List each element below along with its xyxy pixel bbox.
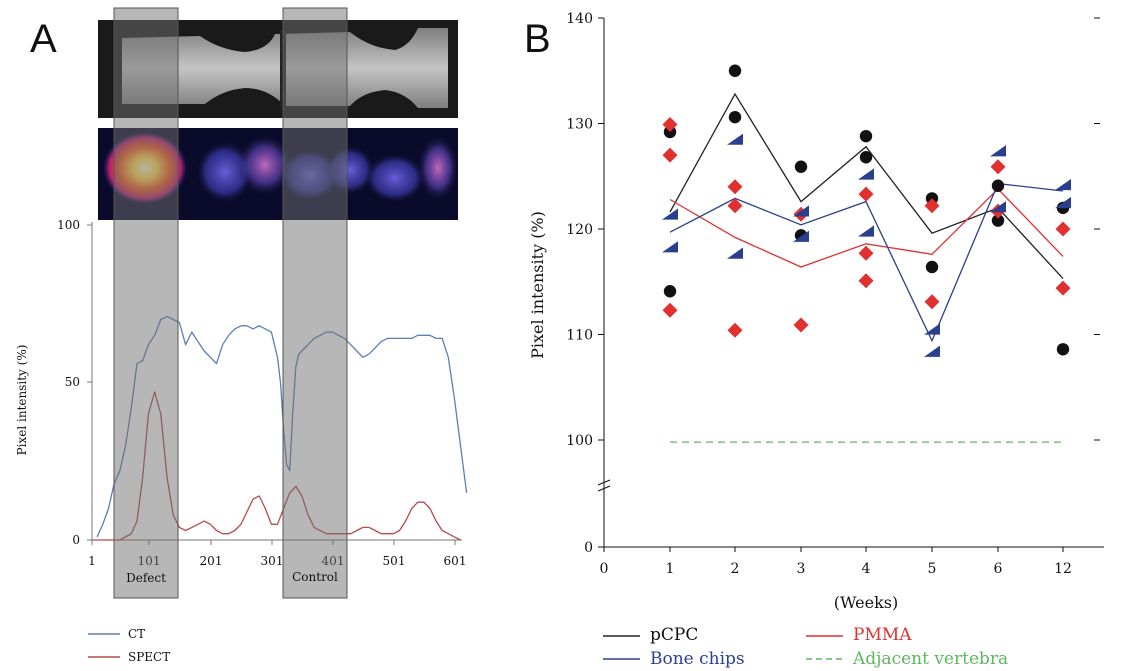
point-bone-chips bbox=[990, 201, 1006, 213]
control-region bbox=[282, 7, 348, 599]
b-xtick-label: 6 bbox=[994, 561, 1003, 577]
point-pmma bbox=[990, 159, 1006, 175]
a-xtick-label: 1 bbox=[88, 554, 96, 568]
shaded-regions bbox=[113, 7, 348, 599]
point-pcpc bbox=[663, 285, 677, 298]
point-pmma bbox=[727, 179, 743, 195]
point-pmma bbox=[858, 273, 874, 289]
panel-a-legend: CT SPECT bbox=[88, 627, 170, 664]
point-pcpc bbox=[925, 260, 939, 274]
b-xtick-label: 0 bbox=[600, 561, 609, 577]
b-xtick-label: 4 bbox=[862, 561, 871, 577]
point-pcpc bbox=[1056, 343, 1070, 356]
point-pmma bbox=[662, 302, 678, 318]
b-ytick-label: 100 bbox=[566, 433, 593, 449]
point-pmma bbox=[727, 322, 743, 338]
point-pmma bbox=[727, 198, 743, 214]
point-pcpc bbox=[859, 129, 873, 143]
point-bone-chips bbox=[727, 133, 743, 145]
legend-adjacent-label: Adjacent vertebra bbox=[852, 649, 1008, 669]
point-pcpc bbox=[794, 160, 808, 173]
control-label: Control bbox=[292, 570, 338, 584]
defect-label: Defect bbox=[126, 571, 166, 585]
point-bone-chips bbox=[793, 230, 809, 242]
point-pcpc bbox=[991, 214, 1005, 227]
defect-region bbox=[113, 7, 179, 599]
point-pmma bbox=[793, 317, 809, 333]
panel-b-yticks: 0 100 110 120 130 140 bbox=[566, 11, 1100, 556]
point-bone-chips bbox=[924, 345, 940, 357]
point-pcpc bbox=[728, 64, 742, 77]
point-pmma bbox=[1055, 280, 1071, 296]
b-xtick-label: 1 bbox=[666, 561, 675, 577]
panel-b-xticks: 0 1 2 3 4 5 6 12 bbox=[600, 547, 1072, 577]
point-pmma bbox=[924, 294, 940, 310]
a-ytick-label: 50 bbox=[65, 375, 80, 389]
b-ytick-label: 0 bbox=[584, 540, 593, 556]
b-xtick-label: 2 bbox=[731, 561, 740, 577]
legend-ct-label: CT bbox=[128, 627, 145, 641]
b-ytick-label: 140 bbox=[566, 11, 593, 27]
point-pcpc bbox=[728, 110, 742, 124]
point-bone-chips bbox=[1055, 196, 1071, 209]
point-bone-chips bbox=[662, 241, 678, 253]
panel-b-letter: B bbox=[524, 17, 551, 61]
b-xtick-label: 12 bbox=[1054, 561, 1072, 577]
b-ytick-label: 120 bbox=[566, 222, 593, 238]
point-pmma bbox=[1055, 221, 1071, 237]
point-bone-chips bbox=[990, 145, 1006, 157]
b-ytick-label: 130 bbox=[566, 117, 593, 133]
point-pmma bbox=[662, 147, 678, 163]
point-bone-chips bbox=[924, 323, 940, 335]
a-xtick-label: 201 bbox=[200, 554, 223, 568]
panel-b-xlabel: (Weeks) bbox=[834, 593, 898, 612]
legend-bonechips-label: Bone chips bbox=[650, 649, 745, 669]
a-ytick-label: 0 bbox=[72, 533, 80, 547]
panel-b-points bbox=[662, 64, 1071, 357]
a-xtick-label: 601 bbox=[444, 554, 467, 568]
b-xtick-label: 3 bbox=[797, 561, 806, 577]
point-pmma bbox=[858, 245, 874, 261]
point-bone-chips bbox=[727, 247, 743, 259]
panel-b-ylabel: Pixel intensity (%) bbox=[528, 211, 547, 359]
point-bone-chips bbox=[793, 205, 809, 217]
a-xtick-label: 301 bbox=[261, 554, 284, 568]
point-bone-chips bbox=[662, 208, 678, 220]
b-ytick-label: 110 bbox=[566, 328, 593, 344]
panel-a-letter: A bbox=[30, 17, 57, 61]
point-pmma bbox=[662, 117, 678, 133]
panel-b-legend: pCPC PMMA Bone chips Adjacent vertebra bbox=[603, 625, 1008, 669]
b-xtick-label: 5 bbox=[928, 561, 937, 577]
point-bone-chips bbox=[1055, 178, 1071, 191]
point-pcpc bbox=[859, 151, 873, 164]
point-bone-chips bbox=[858, 225, 874, 237]
panel-a-yticks: 0 50 100 bbox=[57, 218, 92, 547]
point-pcpc bbox=[991, 179, 1005, 192]
panel-b-axes bbox=[597, 18, 1104, 548]
panel-b-lines bbox=[669, 92, 1064, 443]
a-ytick-label: 100 bbox=[57, 218, 80, 232]
a-xtick-label: 501 bbox=[383, 554, 406, 568]
legend-pmma-label: PMMA bbox=[853, 625, 912, 645]
legend-pcpc-label: pCPC bbox=[650, 625, 698, 645]
point-bone-chips bbox=[858, 168, 874, 180]
point-pmma bbox=[858, 186, 874, 202]
legend-spect-label: SPECT bbox=[128, 650, 170, 664]
point-pmma bbox=[924, 198, 940, 214]
panel-a-ylabel: Pixel intensity (%) bbox=[15, 345, 29, 456]
